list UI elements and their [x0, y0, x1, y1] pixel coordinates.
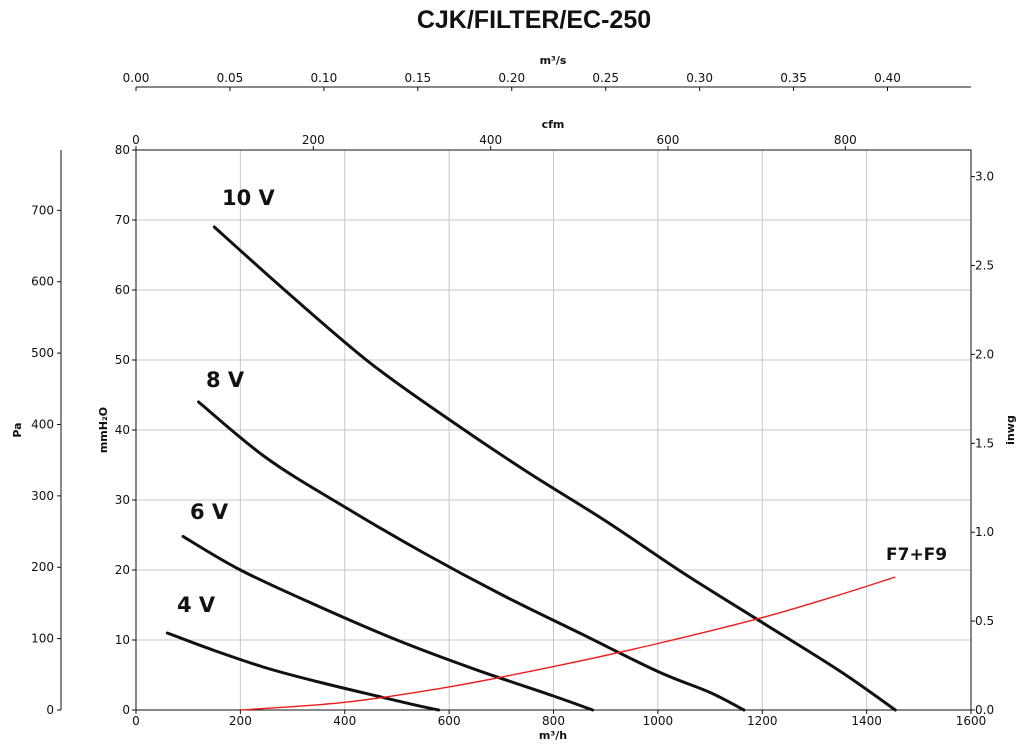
pa-tick-label: 0 [46, 703, 54, 717]
m3s-tick-label: 0.15 [404, 71, 431, 85]
m3s-tick-label: 0.25 [592, 71, 619, 85]
pa-tick-label: 500 [31, 346, 54, 360]
pa-tick-label: 200 [31, 560, 54, 574]
inwg-axis-title: inwg [1004, 415, 1017, 445]
m3s-tick-label: 0.40 [874, 71, 901, 85]
inwg-tick-label: 1.5 [975, 436, 994, 450]
m3s-axis-title: m³/s [540, 54, 567, 67]
plot-frame [135, 149, 972, 711]
fan-curve-8v [197, 400, 746, 712]
inwg-tick-label: 0.5 [975, 614, 994, 628]
chart-title: CJK/FILTER/EC-250 [417, 6, 651, 34]
fan-curve-6v [181, 534, 595, 712]
mmh2o-axis-title: mmH₂O [97, 407, 110, 453]
mmh2o-tick-label: 40 [115, 423, 130, 437]
pa-tick-label: 300 [31, 489, 54, 503]
inwg-tick-label: 3.0 [975, 170, 994, 184]
series-label-f7-f9: F7+F9 [886, 545, 947, 565]
m3s-tick-label: 0.00 [123, 71, 150, 85]
cfm-tick-label: 0 [132, 133, 140, 147]
inwg-tick-label: 1.0 [975, 525, 994, 539]
pa-tick-label: 600 [31, 275, 54, 289]
series-label-4v: 4 V [177, 593, 216, 617]
inwg-tick-label: 2.5 [975, 259, 994, 273]
pa-tick-label: 700 [31, 203, 54, 217]
fan-curve-4v [165, 631, 441, 712]
pa-axis: Pa 0 100 200 300 400 500 600 700 [11, 150, 62, 717]
pa-axis-title: Pa [11, 422, 24, 437]
cfm-tick-label: 600 [657, 133, 680, 147]
mmh2o-tick-label: 0 [122, 703, 130, 717]
mmh2o-tick-label: 80 [115, 143, 130, 157]
mmh2o-tick-label: 20 [115, 563, 130, 577]
m3s-tick-label: 0.05 [217, 71, 244, 85]
cfm-tick-label: 400 [479, 133, 502, 147]
fan-curve-10v [212, 225, 897, 712]
cfm-axis-title: cfm [542, 118, 565, 131]
series-label-6v: 6 V [190, 500, 229, 524]
filter-curve-f7-f9 [240, 576, 896, 711]
m3s-tick-label: 0.10 [311, 71, 338, 85]
m3h-axis: m³/h 0 200 400 600 800 1000 1200 1400 1600 [132, 710, 986, 742]
m3s-tick-label: 0.35 [780, 71, 807, 85]
mmh2o-tick-label: 30 [115, 493, 130, 507]
mmh2o-tick-label: 60 [115, 283, 130, 297]
mmh2o-tick-label: 50 [115, 353, 130, 367]
m3s-tick-label: 0.30 [686, 71, 713, 85]
pa-tick-label: 400 [31, 417, 54, 431]
inwg-axis: inwg 0.0 0.5 1.0 1.5 2.0 2.5 3.0 [971, 170, 1017, 717]
grid-lines [135, 149, 972, 711]
inwg-tick-label: 2.0 [975, 347, 994, 361]
m3h-axis-title: m³/h [539, 729, 567, 742]
cfm-tick-label: 800 [834, 133, 857, 147]
m3h-tick-label: 400 [333, 714, 356, 728]
m3s-axis: m³/s 0.00 0.05 0.10 0.15 0.20 0.25 0.30 0.35 0.4… [123, 54, 971, 91]
mmh2o-tick-label: 10 [115, 633, 130, 647]
m3s-tick-label: 0.20 [498, 71, 525, 85]
series-label-10v: 10 V [222, 186, 276, 210]
m3h-tick-label: 800 [542, 714, 565, 728]
pa-tick-label: 100 [31, 632, 54, 646]
mmh2o-tick-label: 70 [115, 213, 130, 227]
m3h-tick-label: 1400 [851, 714, 882, 728]
inwg-tick-label: 0.0 [975, 703, 994, 717]
m3h-tick-label: 1200 [747, 714, 778, 728]
m3h-tick-label: 600 [438, 714, 461, 728]
cfm-tick-label: 200 [302, 133, 325, 147]
m3h-tick-label: 1600 [956, 714, 987, 728]
series-curves [165, 225, 897, 712]
cfm-axis: cfm 0 200 400 600 800 [132, 118, 857, 150]
m3h-tick-label: 200 [229, 714, 252, 728]
m3h-tick-label: 0 [132, 714, 140, 728]
mmh2o-axis: mmH₂O 0 10 20 30 40 50 60 70 80 [97, 143, 136, 717]
series-label-8v: 8 V [206, 368, 245, 392]
m3h-tick-label: 1000 [643, 714, 674, 728]
